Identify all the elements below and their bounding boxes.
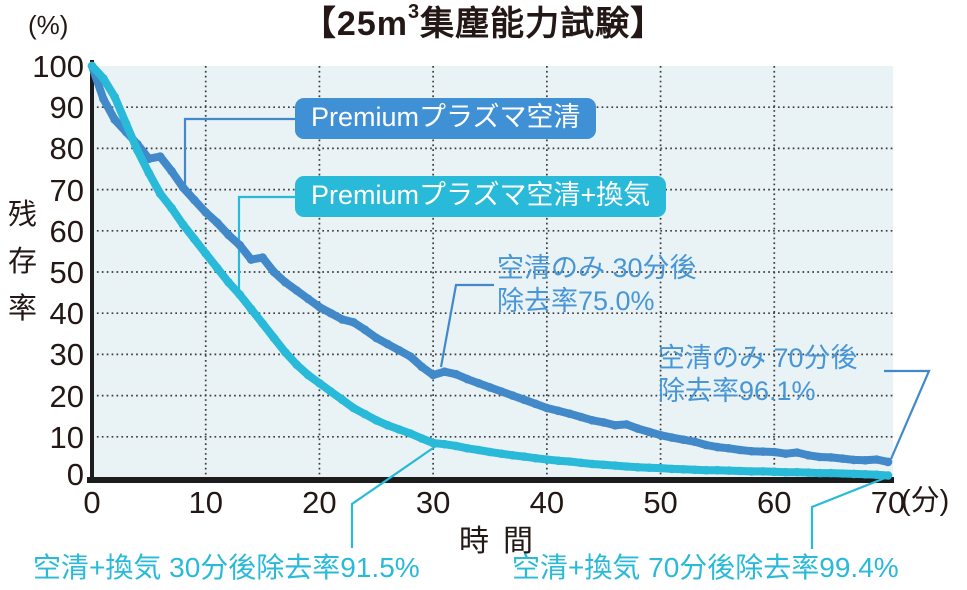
x-tick-50: 50 (643, 485, 678, 520)
y-tick-40: 40 (49, 296, 84, 332)
annotation-kuusei-30min-line2: 除去率75.0% (497, 286, 655, 316)
leader-kanki-70min (810, 476, 886, 549)
x-tick-30: 30 (415, 485, 451, 520)
x-tick-10: 10 (188, 485, 223, 520)
annotation-kuusei-70min-line2: 除去率96.1% (658, 376, 816, 406)
y-axis-label: 残存率 (8, 192, 37, 333)
series-kuusei (87, 61, 893, 467)
annotation-kanki-30min: 空清+換気 30分後除去率91.5% (33, 552, 420, 583)
leader-legend-kuusei (183, 117, 296, 190)
annotation-kuusei-70min-line1: 空清のみ 70分後 (658, 343, 858, 373)
annotation-kuusei-70min: 空清のみ 70分後 除去率96.1% (658, 342, 858, 408)
y-tick-90: 90 (49, 90, 84, 126)
series-kuusei-kanki (87, 61, 893, 480)
y-axis-unit: (%) (28, 10, 69, 40)
y-axis-label-char: 残 (8, 199, 38, 231)
chart-title: 【25m 3 集塵能力試験】 (0, 1, 967, 44)
y-tick-20: 20 (49, 378, 84, 414)
chart-title-prefix: 【25m (301, 5, 408, 43)
y-tick-30: 30 (49, 337, 84, 373)
annotation-kuusei-30min: 空清のみ 30分後 除去率75.0% (497, 252, 697, 318)
x-tick-70: 70 (870, 485, 906, 520)
leader-kuusei-70min (884, 369, 931, 460)
leader-legend-kanki (237, 195, 296, 296)
legend-badge-plasma-kuusei: Premiumプラズマ空清 (295, 98, 597, 139)
y-tick-70: 70 (49, 172, 84, 208)
leader-kuusei-30min (439, 283, 494, 368)
y-tick-100: 100 (32, 49, 84, 84)
y-tick-50: 50 (49, 255, 84, 290)
annotation-kanki-70min: 空清+換気 70分後除去率99.4% (512, 552, 899, 583)
y-axis-label-char: 存 (8, 246, 38, 278)
leader-kanki-30min (350, 445, 437, 548)
y-tick-60: 60 (49, 213, 84, 249)
x-tick-40: 40 (529, 485, 565, 520)
x-tick-20: 20 (302, 485, 337, 520)
chart-title-superscript: 3 (407, 1, 421, 23)
legend-badge-plasma-kuusei-kanki: Premiumプラズマ空清+換気 (295, 176, 667, 217)
y-tick-10: 10 (49, 419, 84, 455)
y-tick-80: 80 (49, 131, 84, 167)
y-axis-label-char: 率 (8, 293, 38, 325)
x-tick-60: 60 (757, 485, 792, 520)
x-axis-label: 時間 (459, 525, 547, 558)
x-axis-unit: (分) (901, 485, 950, 517)
y-tick-0: 0 (66, 457, 84, 492)
x-tick-0: 0 (83, 485, 101, 520)
annotation-kuusei-30min-line1: 空清のみ 30分後 (497, 253, 697, 283)
chart-title-suffix: 集塵能力試験】 (420, 5, 666, 43)
